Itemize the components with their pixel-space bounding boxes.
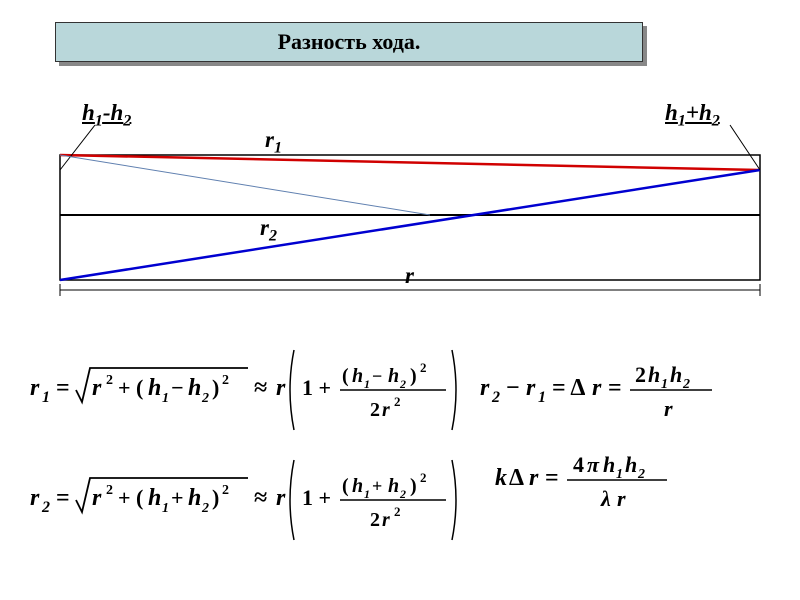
label-h1-minus-h2: h1-h2 <box>82 100 131 131</box>
svg-text:(: ( <box>342 475 349 497</box>
svg-text:2: 2 <box>222 373 229 388</box>
label-h1-plus-h2: h1+h2 <box>665 100 720 131</box>
svg-text:r: r <box>382 399 390 421</box>
svg-text:1: 1 <box>538 389 546 406</box>
svg-text:(: ( <box>342 365 349 387</box>
svg-text:h: h <box>625 452 637 477</box>
svg-text:2: 2 <box>394 504 401 519</box>
svg-text:r: r <box>276 485 286 511</box>
svg-text:2: 2 <box>637 467 645 482</box>
formula-r2: r 2 = r 2 + ( h 1 + h 2 ) 2 ≈ r 1 + ( h … <box>30 450 470 550</box>
svg-text:2: 2 <box>635 362 646 387</box>
svg-text:h: h <box>670 362 682 387</box>
svg-text:4: 4 <box>573 452 584 477</box>
svg-text:2: 2 <box>201 391 209 406</box>
svg-text:= Δ: = Δ <box>552 375 585 401</box>
label-r2: r2 <box>260 215 277 246</box>
svg-text:): ) <box>212 485 219 510</box>
svg-text:): ) <box>212 375 219 400</box>
svg-text:1: 1 <box>661 377 668 392</box>
label-r1: r1 <box>265 127 282 158</box>
svg-text:r: r <box>30 485 40 511</box>
svg-text:h: h <box>388 365 399 387</box>
svg-text:1: 1 <box>364 487 370 501</box>
svg-text:2: 2 <box>420 470 427 485</box>
formula-delta-r: r 2 − r 1 = Δ r = 2 h 1 h 2 r <box>480 350 780 430</box>
svg-text:2: 2 <box>370 399 380 421</box>
svg-text:=: = <box>56 485 70 511</box>
svg-text:r: r <box>526 375 536 401</box>
svg-text:2: 2 <box>394 394 401 409</box>
title-banner: Разность хода. <box>55 22 643 62</box>
svg-text:r: r <box>276 375 286 401</box>
svg-text:r: r <box>92 375 102 401</box>
label-r: r <box>405 263 414 289</box>
svg-text:2: 2 <box>682 377 690 392</box>
svg-text:k: k <box>495 465 507 491</box>
svg-text:1: 1 <box>42 389 50 406</box>
svg-text:=: = <box>545 465 559 491</box>
svg-text:2: 2 <box>370 509 380 531</box>
svg-text:h: h <box>648 362 660 387</box>
svg-text:h: h <box>188 485 201 511</box>
svg-text:+ (: + ( <box>118 375 143 400</box>
svg-text:2: 2 <box>222 483 229 498</box>
formula-r1: r 1 = r 2 + ( h 1 − h 2 ) 2 ≈ r 1 + ( h … <box>30 340 470 440</box>
svg-text:=: = <box>608 375 622 401</box>
svg-text:r: r <box>30 375 40 401</box>
svg-text:2: 2 <box>420 360 427 375</box>
svg-text:h: h <box>148 485 161 511</box>
diagram-svg <box>30 95 770 315</box>
svg-text:λ: λ <box>600 486 611 511</box>
svg-text:r: r <box>529 465 539 491</box>
svg-text:h: h <box>603 452 615 477</box>
svg-text:Δ: Δ <box>509 465 524 491</box>
svg-text:+: + <box>171 485 184 510</box>
svg-text:2: 2 <box>106 483 113 498</box>
svg-text:h: h <box>388 475 399 497</box>
title-front: Разность хода. <box>55 22 643 62</box>
svg-text:+ (: + ( <box>118 485 143 510</box>
svg-text:+: + <box>372 476 382 496</box>
svg-text:h: h <box>188 375 201 401</box>
svg-text:h: h <box>352 365 363 387</box>
svg-text:1: 1 <box>616 467 623 482</box>
formulas-block: r 1 = r 2 + ( h 1 − h 2 ) 2 ≈ r 1 + ( h … <box>0 320 800 600</box>
svg-text:h: h <box>352 475 363 497</box>
formula-k-delta-r: k Δ r = 4 π h 1 h 2 λ r <box>495 440 755 520</box>
svg-text:1 +: 1 + <box>302 375 331 400</box>
svg-text:): ) <box>410 365 417 387</box>
svg-text:r: r <box>480 375 490 401</box>
title-text: Разность хода. <box>278 29 421 55</box>
svg-text:−: − <box>506 375 520 401</box>
svg-text:r: r <box>382 509 390 531</box>
svg-text:r: r <box>664 396 673 421</box>
svg-text:π: π <box>587 452 600 477</box>
svg-text:1 +: 1 + <box>302 485 331 510</box>
svg-text:2: 2 <box>399 377 406 391</box>
svg-text:=: = <box>56 375 70 401</box>
svg-text:2: 2 <box>41 499 50 516</box>
path-difference-diagram: h1-h2 h1+h2 r1 r2 r <box>30 95 770 315</box>
svg-text:2: 2 <box>491 389 500 406</box>
svg-text:1: 1 <box>364 377 370 391</box>
svg-text:2: 2 <box>106 373 113 388</box>
svg-text:r: r <box>92 485 102 511</box>
svg-text:≈: ≈ <box>254 485 267 511</box>
svg-text:): ) <box>410 475 417 497</box>
svg-text:1: 1 <box>162 501 169 516</box>
svg-text:2: 2 <box>399 487 406 501</box>
svg-text:−: − <box>372 366 382 386</box>
svg-text:−: − <box>171 375 184 400</box>
svg-text:1: 1 <box>162 391 169 406</box>
svg-text:r: r <box>592 375 602 401</box>
svg-text:h: h <box>148 375 161 401</box>
svg-text:r: r <box>617 486 626 511</box>
svg-text:2: 2 <box>201 501 209 516</box>
svg-text:≈: ≈ <box>254 375 267 401</box>
